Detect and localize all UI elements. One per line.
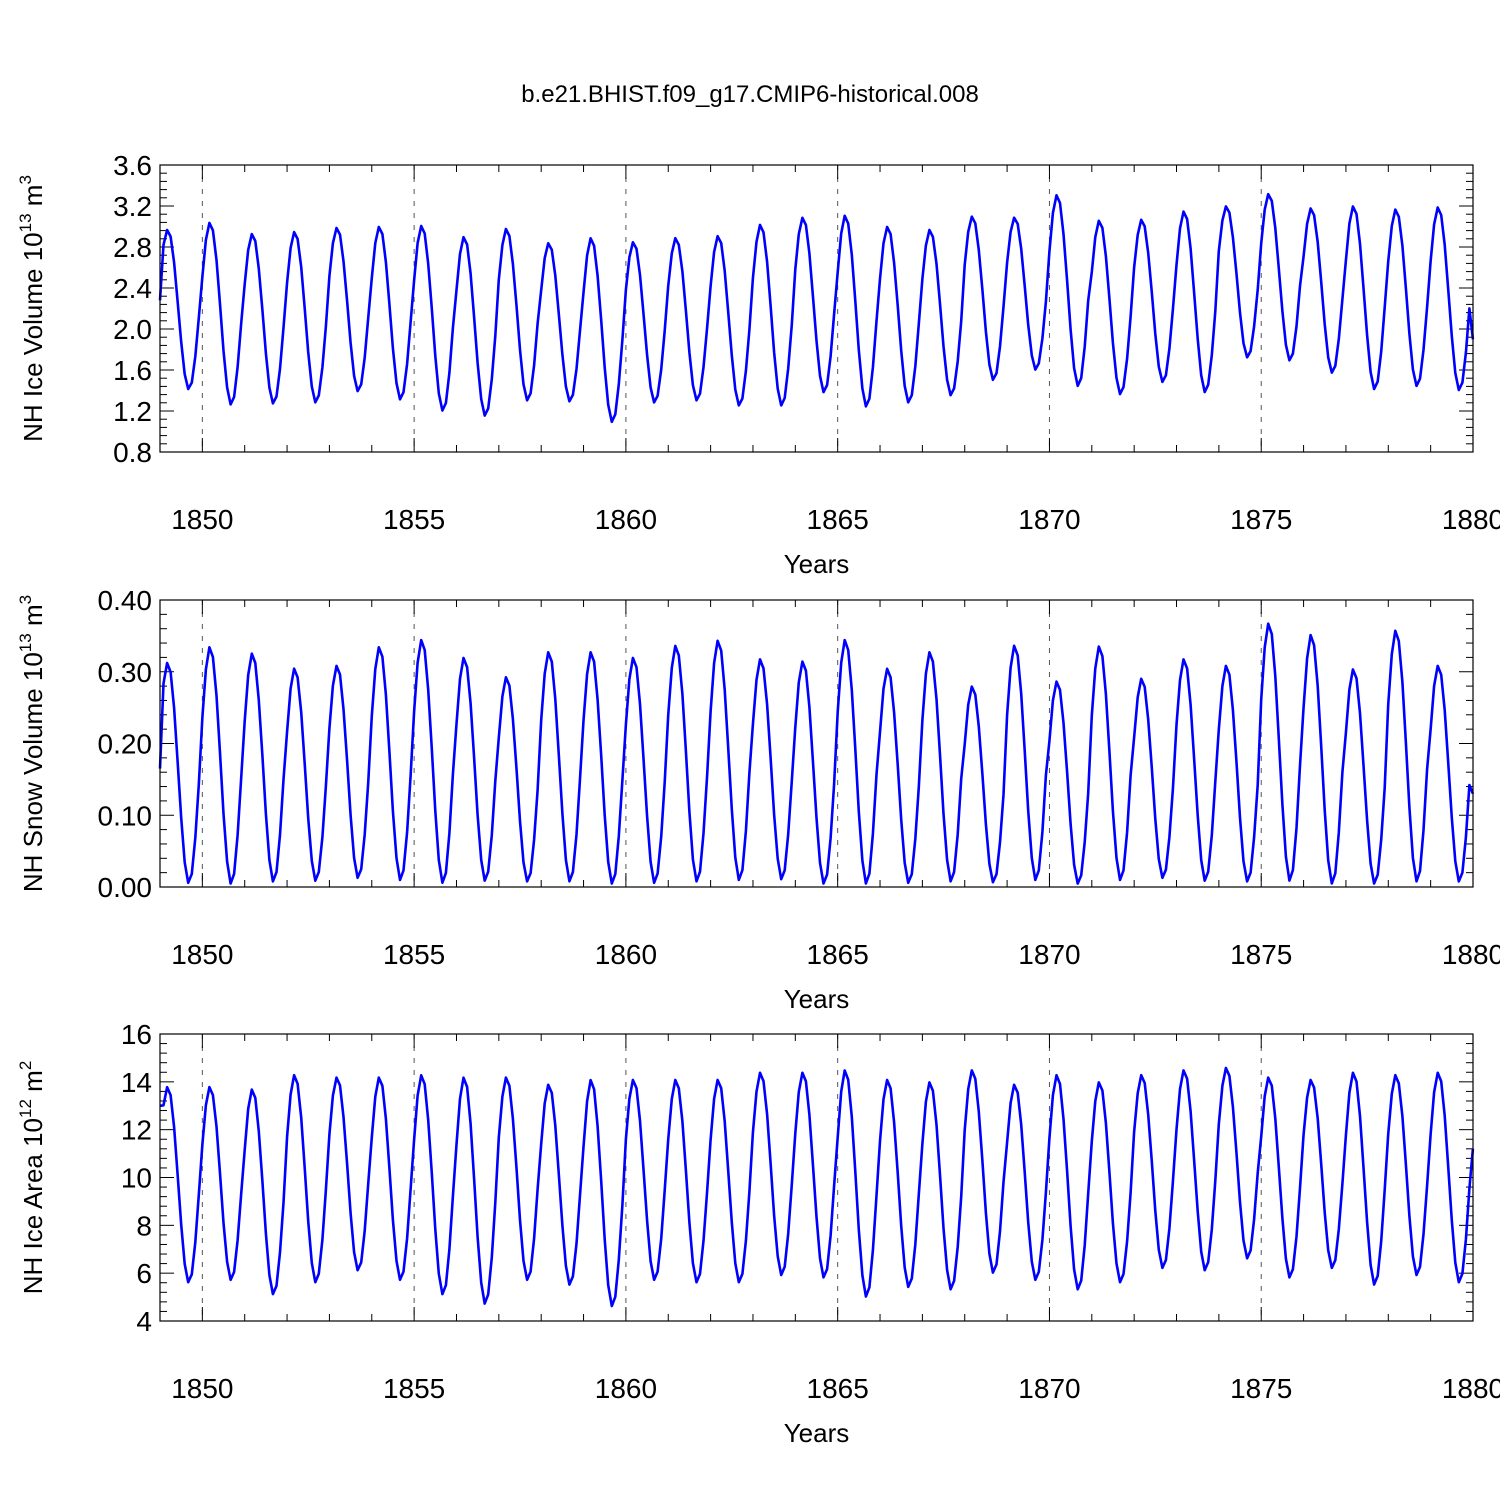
snow-volume-xlabel: Years	[784, 984, 850, 1014]
ice-volume-xtick-label: 1860	[595, 504, 657, 535]
ice-area-xtick-label: 1855	[383, 1373, 445, 1404]
ice-volume-xtick-label: 1865	[807, 504, 869, 535]
ice-volume-xlabel: Years	[784, 549, 850, 579]
ice-volume-xtick-label: 1875	[1230, 504, 1292, 535]
ice-area-xtick-label: 1870	[1018, 1373, 1080, 1404]
snow-volume-ytick-label: 0.20	[98, 729, 153, 760]
snow-volume-xtick-label: 1860	[595, 939, 657, 970]
ice-area-ytick-label: 8	[136, 1210, 152, 1241]
snow-volume-xtick-label: 1865	[807, 939, 869, 970]
snow-volume-ytick-label: 0.30	[98, 657, 153, 688]
ice-volume-plot-frame	[159, 164, 1474, 453]
ice-area-xtick-label: 1865	[807, 1373, 869, 1404]
ice-volume-ylabel: NH Ice Volume 1013 m3	[16, 175, 48, 442]
snow-volume-ytick-label: 0.00	[98, 872, 153, 903]
snow-volume-ylabel: NH Snow Volume 1013 m3	[16, 595, 48, 892]
ice-volume-ytick-label: 1.6	[113, 355, 152, 386]
ice-volume-xtick-label: 1850	[171, 504, 233, 535]
snow-volume-xtick-label: 1850	[171, 939, 233, 970]
snow-volume-xtick-label: 1870	[1018, 939, 1080, 970]
snow-volume-xtick-label: 1855	[383, 939, 445, 970]
ice-area-xtick-label: 1875	[1230, 1373, 1292, 1404]
ice-area-ytick-label: 6	[136, 1258, 152, 1289]
figure-title: b.e21.BHIST.f09_g17.CMIP6-historical.008	[521, 81, 979, 108]
ice-area-series-line	[159, 1066, 1475, 1308]
ice-volume-ytick-label: 3.2	[113, 191, 152, 222]
ice-volume-ytick-label: 0.8	[113, 437, 152, 468]
ice-area-xtick-label: 1880	[1442, 1373, 1500, 1404]
ice-area-plot-frame	[159, 1033, 1474, 1322]
ice-volume-ytick-label: 3.6	[113, 150, 152, 181]
ice-area-xlabel: Years	[784, 1418, 850, 1448]
ice-volume-xtick-label: 1870	[1018, 504, 1080, 535]
ice-volume-xtick-label: 1855	[383, 504, 445, 535]
ice-volume-panel: 0.8 1.2 1.6 2.0 2.4 2.8 3.2 3.6 1850 1855 1860 1865…	[16, 150, 1500, 579]
ice-area-ytick-label: 14	[121, 1067, 152, 1098]
ice-area-panel: 4 6 8 10 12 14 16 1850 1855 1860 1865 1870 1875 1880 Y…	[16, 1019, 1500, 1448]
ice-area-ytick-label: 10	[121, 1163, 152, 1194]
ice-volume-series-line	[158, 192, 1475, 424]
ice-area-ytick-label: 16	[121, 1019, 152, 1050]
snow-volume-ytick-label: 0.10	[98, 800, 153, 831]
snow-volume-xtick-label: 1880	[1442, 939, 1500, 970]
ice-volume-xtick-label: 1880	[1442, 504, 1500, 535]
ice-area-xtick-label: 1850	[171, 1373, 233, 1404]
ice-volume-ytick-label: 1.2	[113, 396, 152, 427]
snow-volume-xtick-label: 1875	[1230, 939, 1292, 970]
ice-area-xtick-label: 1860	[595, 1373, 657, 1404]
snow-volume-series-line	[158, 622, 1475, 885]
ice-volume-ytick-label: 2.4	[113, 273, 152, 304]
ice-area-ytick-label: 4	[136, 1306, 152, 1337]
ice-area-ylabel: NH Ice Area 1012 m2	[16, 1061, 48, 1295]
ice-volume-ytick-label: 2.0	[113, 314, 152, 345]
ice-volume-ytick-label: 2.8	[113, 232, 152, 263]
snow-volume-panel: 0.00 0.10 0.20 0.30 0.40 1850 1855 1860 1865 1870…	[16, 585, 1500, 1014]
snow-volume-plot-frame	[159, 599, 1474, 888]
ice-area-ytick-label: 12	[121, 1115, 152, 1146]
snow-volume-ytick-label: 0.40	[98, 585, 153, 616]
